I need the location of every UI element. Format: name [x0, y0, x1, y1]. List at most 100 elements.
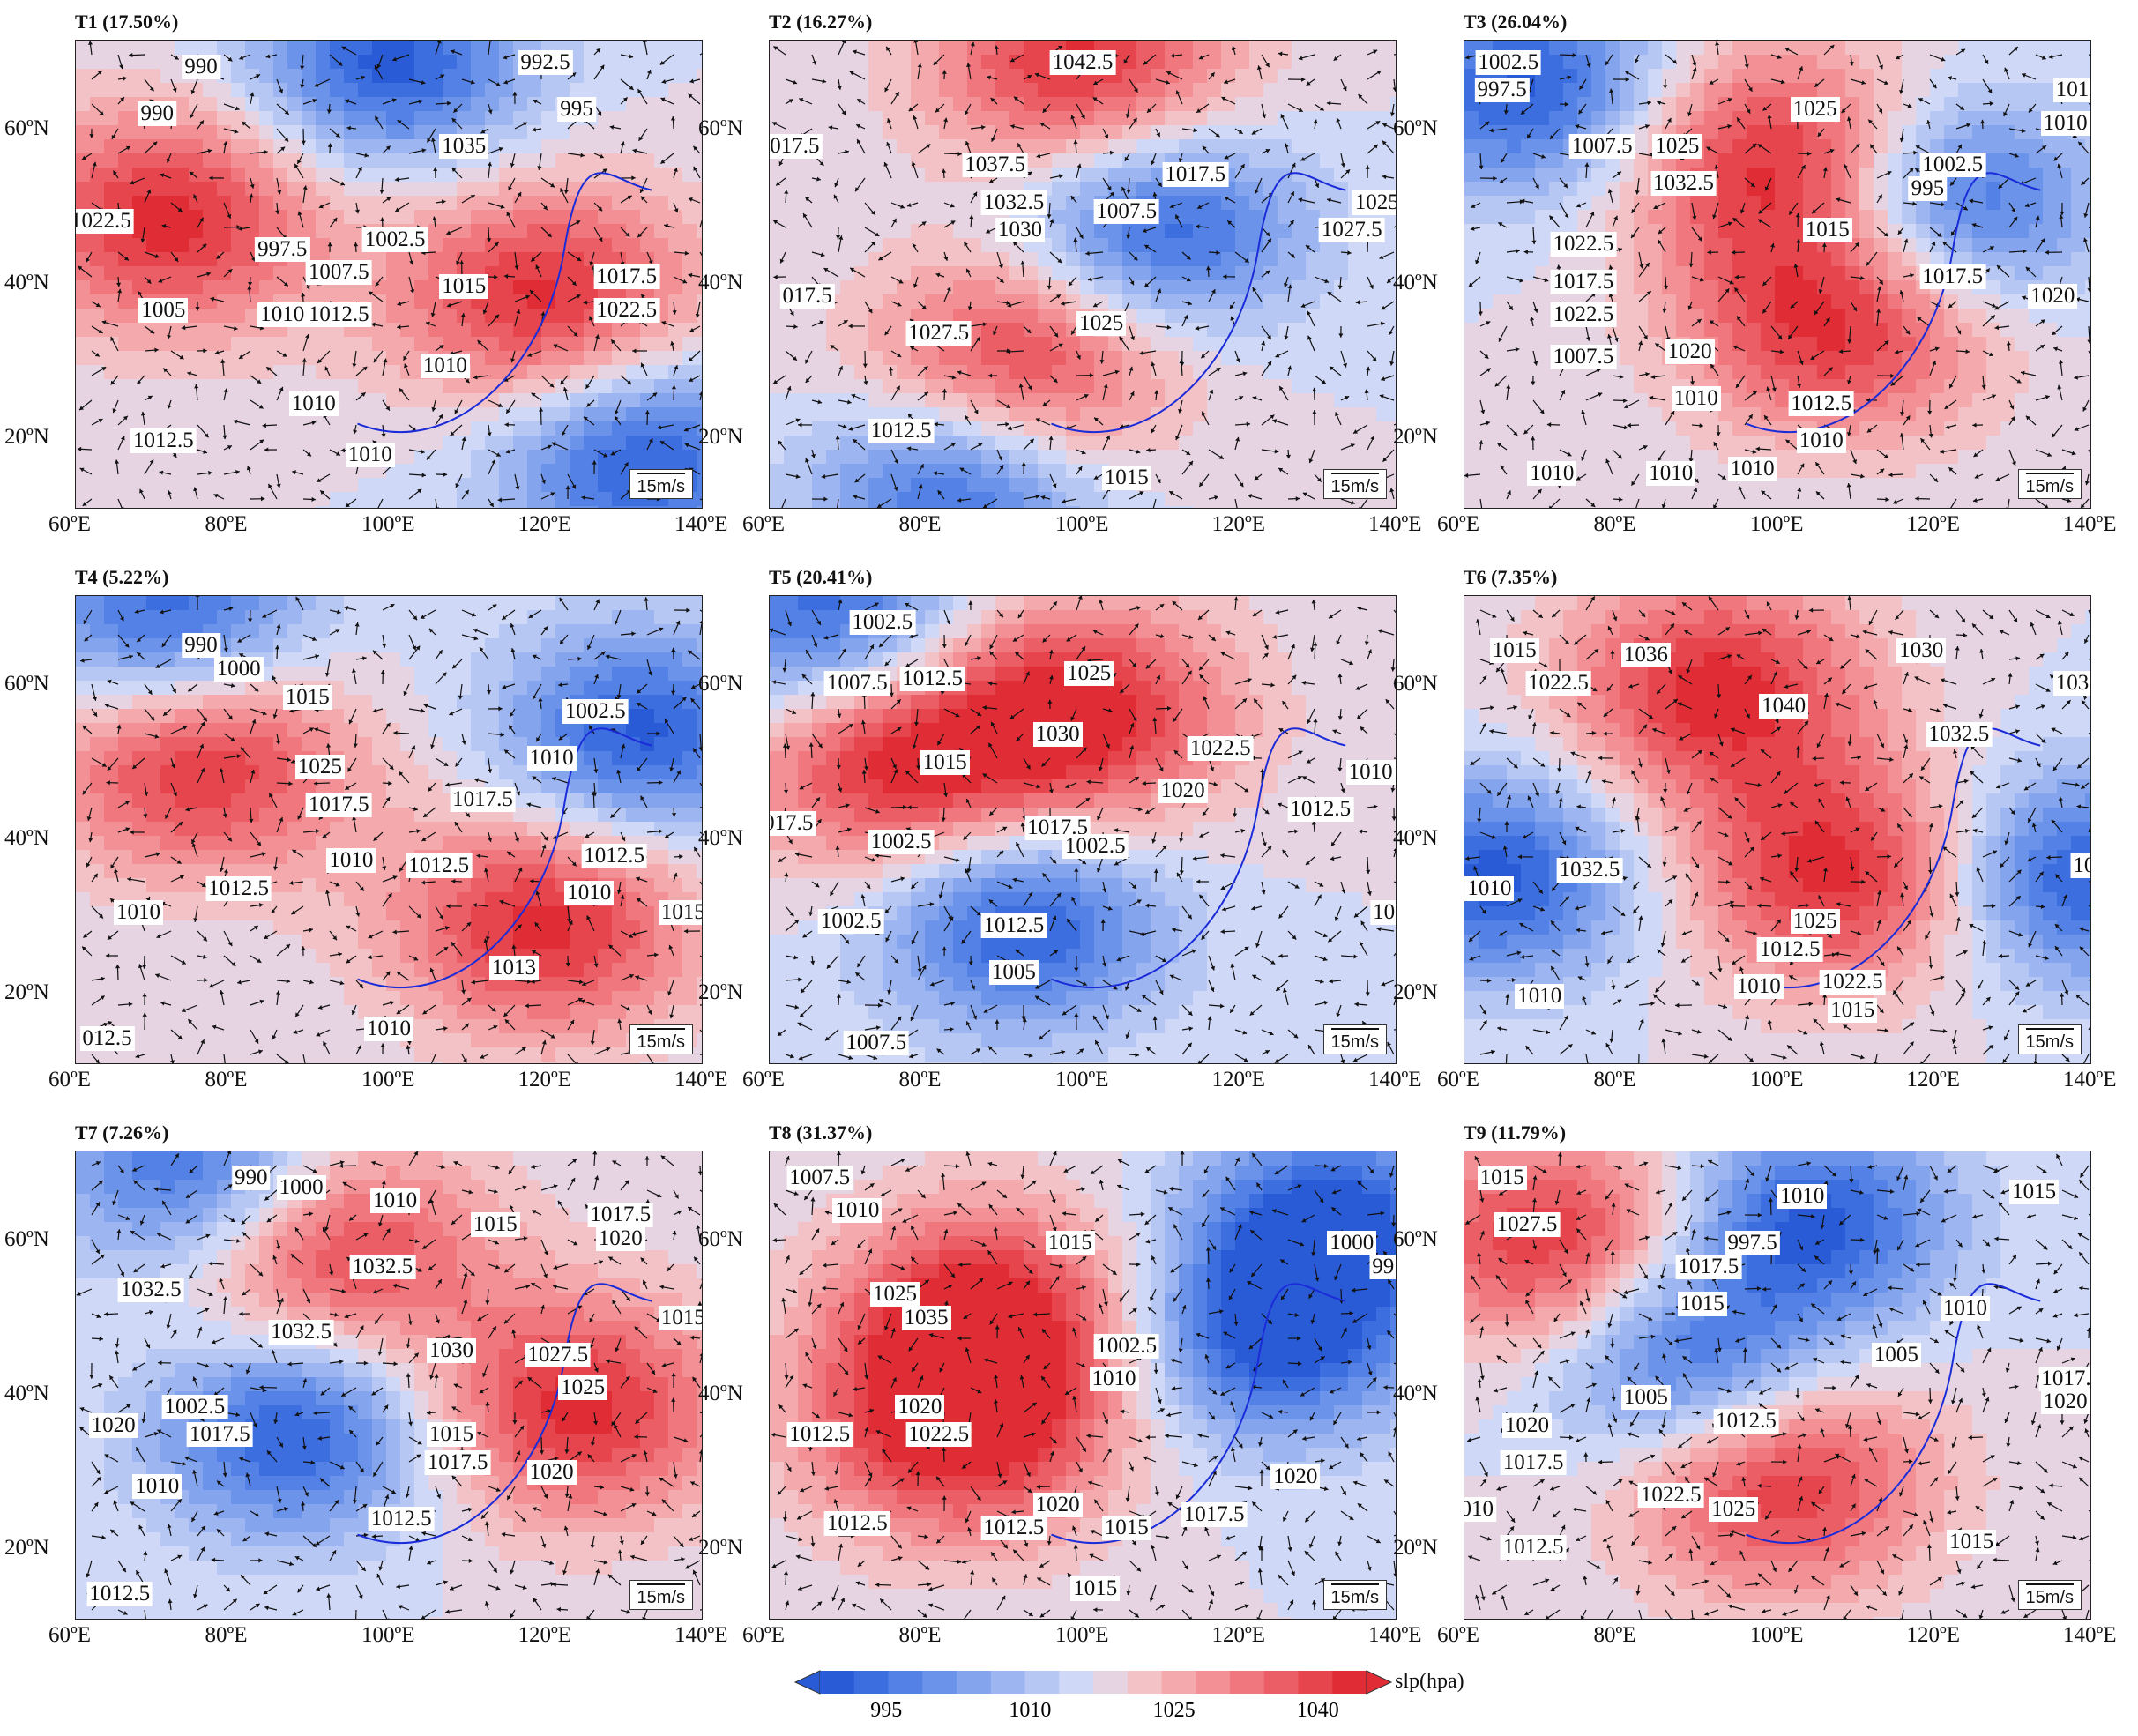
- isobar-label: 1030: [995, 218, 1045, 243]
- isobar-label: 1032.5: [1926, 722, 1993, 748]
- isobar-label: 1022.5: [1525, 670, 1591, 696]
- x-tick-label: 60ºE: [1437, 1068, 1479, 1092]
- isobar-label: 1032.5: [1556, 857, 1623, 883]
- isobar-label: 1002.5: [1062, 834, 1129, 860]
- colorbar-swatch: [1161, 1671, 1196, 1694]
- isobar-label: 1010: [1527, 461, 1577, 486]
- isobar-label: 1017.5: [1550, 269, 1617, 294]
- isobar-label: 1017.5: [593, 264, 660, 290]
- isobar-label: 1010: [1464, 876, 1515, 901]
- isobar-label: 1010: [132, 1473, 183, 1499]
- x-tick-label: 140ºE: [1368, 1623, 1422, 1648]
- isobar-label: 99: [1369, 1254, 1396, 1279]
- colorbar-swatch: [1332, 1671, 1367, 1694]
- isobar-label: 1007.5: [1093, 199, 1160, 225]
- isobar-label: 1012.5: [581, 843, 647, 868]
- isobar-label: 017.5: [770, 134, 823, 159]
- isobar-label: 1027.5: [525, 1343, 592, 1368]
- x-tick-label: 80ºE: [205, 1623, 248, 1648]
- x-tick-label: 80ºE: [1594, 1068, 1636, 1092]
- wind-scale-arrow: [637, 473, 685, 474]
- isobar-label: 1012.5: [824, 1511, 890, 1537]
- isobar-label: 997.5: [1725, 1231, 1780, 1256]
- isobar-label: 010: [1464, 1497, 1496, 1523]
- x-tick-label: 100ºE: [1750, 1623, 1804, 1648]
- isobar-label: 1022.5: [905, 1422, 972, 1448]
- isobar-label: 990: [182, 54, 220, 79]
- isobar-label: 1032.5: [1650, 171, 1717, 197]
- isobar-label: 1025: [1352, 190, 1396, 215]
- wind-scale-label: 15m/s: [637, 1588, 685, 1607]
- panel-title-t5: T5 (20.41%): [769, 566, 872, 589]
- x-tick-label: 80ºE: [205, 512, 248, 537]
- isobar-label: 1012.5: [205, 876, 272, 901]
- isobar-label: 1012.5: [305, 302, 372, 327]
- y-tick-label: 40ºN: [1393, 826, 1438, 851]
- isobar-label: 1010: [1727, 456, 1777, 481]
- isobar-label: 990: [232, 1165, 271, 1190]
- isobar-label: 990: [138, 101, 177, 126]
- isobar-label: 1015: [920, 749, 970, 775]
- isobar-label: 1010: [420, 354, 470, 379]
- wind-scale-arrow: [2025, 473, 2074, 474]
- isobar-label: 1020: [1665, 339, 1715, 365]
- map-panel-t5: 1002.5 1007.5 1012.5 1025 1015 1030 1022.5 1010…: [769, 595, 1397, 1064]
- isobar-label: 1025: [1709, 1497, 1759, 1523]
- isobar-label: 1025: [870, 1282, 920, 1308]
- panel-title-t8: T8 (31.37%): [769, 1121, 872, 1144]
- isobar-label: 1012.5: [980, 913, 1047, 939]
- isobar-label: 1022.5: [1637, 1483, 1704, 1509]
- isobar-label: 1005: [1871, 1343, 1921, 1368]
- y-tick-label: 60ºN: [1393, 1227, 1438, 1252]
- isobar-label: 1015: [1947, 1530, 1997, 1555]
- colorbar-tick-label: 1010: [1009, 1699, 1051, 1718]
- isobar-label: 997.5: [1474, 78, 1530, 103]
- x-tick-label: 120ºE: [518, 1623, 572, 1648]
- isobar-label: 1002.5: [849, 609, 916, 635]
- colorbar-swatch: [1093, 1671, 1129, 1694]
- coastline: [1051, 727, 1346, 989]
- y-tick-label: 20ºN: [1393, 1536, 1438, 1561]
- isobar-label: 1022.5: [1187, 736, 1254, 761]
- x-tick-label: 60ºE: [742, 512, 785, 537]
- x-tick-label: 80ºE: [899, 1068, 942, 1092]
- x-tick-label: 140ºE: [2063, 1068, 2117, 1092]
- isobar-label: 1007.5: [1568, 134, 1635, 159]
- isobar-label: 1012.5: [1287, 796, 1354, 822]
- colorbar-svg: 995 1010 1025 1040: [793, 1670, 1393, 1722]
- y-tick-label: 60ºN: [4, 116, 49, 141]
- isobar-label: 1000: [276, 1174, 326, 1200]
- x-tick-label: 60ºE: [48, 1068, 91, 1092]
- x-tick-label: 100ºE: [1750, 512, 1804, 537]
- wind-scale-label: 15m/s: [2026, 1588, 2074, 1607]
- y-tick-label: 60ºN: [698, 116, 743, 141]
- wind-scale-box: 15m/s: [1322, 469, 1387, 499]
- wind-scale-box: 15m/s: [2017, 1580, 2082, 1610]
- wind-scale-arrow: [2025, 1028, 2074, 1030]
- isobar-label: 1010: [2040, 110, 2090, 136]
- y-tick-label: 20ºN: [698, 980, 743, 1005]
- wind-scale-label: 15m/s: [2026, 1032, 2074, 1052]
- colorbar-swatch: [853, 1671, 889, 1694]
- isobar-label: 1032.5: [980, 190, 1047, 215]
- wind-scale-box: 15m/s: [629, 469, 693, 499]
- y-tick-label: 40ºN: [1393, 1382, 1438, 1406]
- isobar-label: 1030: [1896, 637, 1947, 663]
- isobar-label: 1012.5: [1713, 1408, 1779, 1434]
- wind-scale-box: 15m/s: [629, 1024, 693, 1054]
- isobar-label: 992.5: [518, 49, 573, 75]
- isobar-label: 1007.5: [1550, 344, 1617, 369]
- isobar-label: 1036: [1620, 643, 1671, 667]
- isobar-label: 1015: [1489, 637, 1539, 663]
- x-tick-label: 100ºE: [361, 1623, 415, 1648]
- isobar-label: 1040: [1759, 694, 1809, 719]
- isobar-label: 1010: [370, 1188, 421, 1214]
- x-tick-label: 140ºE: [674, 512, 728, 537]
- wind-scale-arrow: [637, 1583, 685, 1585]
- x-tick-label: 140ºE: [674, 1068, 728, 1092]
- x-tick-label: 100ºE: [1055, 512, 1109, 537]
- x-tick-label: 80ºE: [205, 1068, 248, 1092]
- colorbar-min-extend: [793, 1670, 821, 1695]
- slp-field: [770, 1151, 1396, 1619]
- x-tick-label: 120ºE: [1907, 512, 1961, 537]
